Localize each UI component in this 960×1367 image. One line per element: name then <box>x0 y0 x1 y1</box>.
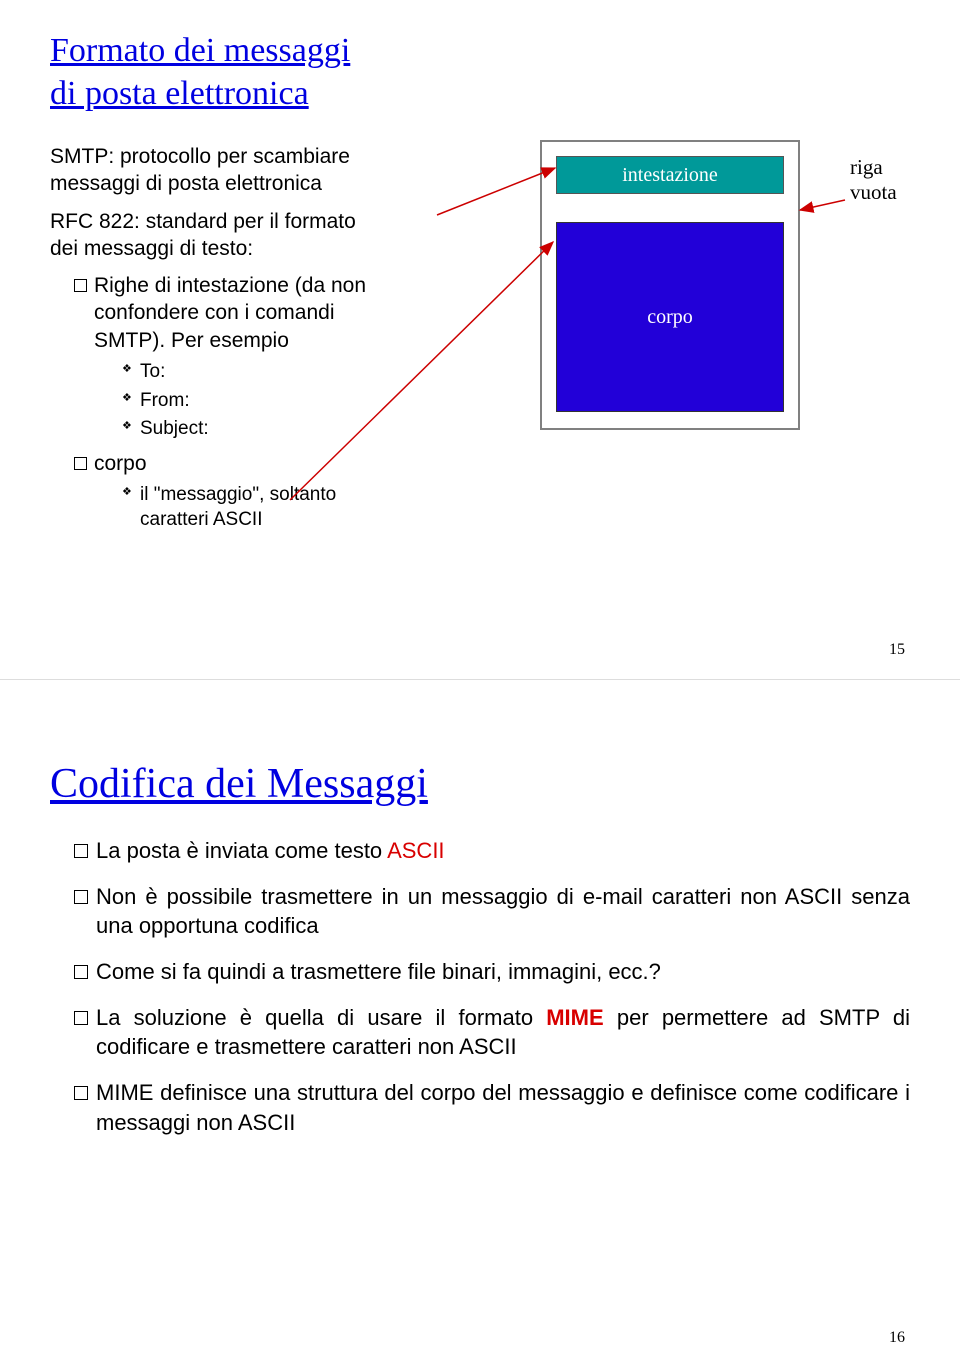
diagram-outer-box: intestazione corpo <box>540 140 800 430</box>
diagram-header-box: intestazione <box>556 156 784 194</box>
bullet-not-possible: Non è possibile trasmettere in un messag… <box>74 882 910 941</box>
bullet-question: Come si fa quindi a trasmettere file bin… <box>74 957 910 987</box>
slide-1: Formato dei messaggi di posta elettronic… <box>0 0 960 680</box>
diagram-body-box: corpo <box>556 222 784 412</box>
bullet-list-1: Righe di intestazione (da non confondere… <box>50 272 510 533</box>
paragraph-rfc822: RFC 822: standard per il formato dei mes… <box>50 208 510 263</box>
sub-messaggio: il "messaggio", soltanto caratteri ASCII <box>122 483 510 532</box>
title-line-1: Formato dei messaggi <box>50 32 350 69</box>
text: Righe di intestazione (da non <box>94 274 366 297</box>
paragraph-smtp: SMTP: protocollo per scambiare messaggi … <box>50 143 510 198</box>
slide-2: Codifica dei Messaggi La posta è inviata… <box>0 680 960 1367</box>
text: confondere con i comandi <box>94 301 335 324</box>
sub-from: From: <box>122 389 510 414</box>
text: SMTP). Per esempio <box>94 329 289 352</box>
arrow-riga-vuota <box>800 200 845 210</box>
bullet-corpo: corpo il "messaggio", soltanto caratteri… <box>74 450 510 533</box>
page-number-1: 15 <box>889 641 905 659</box>
text: RFC 822: standard per il formato <box>50 210 356 233</box>
text: il "messaggio", soltanto <box>140 484 336 505</box>
text-red: ASCII <box>387 838 444 863</box>
text: messaggi di posta elettronica <box>50 172 322 195</box>
page-number-2: 16 <box>889 1329 905 1347</box>
text: vuota <box>850 180 897 204</box>
slide-1-title: Formato dei messaggi di posta elettronic… <box>50 30 910 115</box>
slide-2-title: Codifica dei Messaggi <box>50 760 910 808</box>
text: riga <box>850 155 883 179</box>
text: La posta è inviata come testo <box>96 838 387 863</box>
bullet-ascii: La posta è inviata come testo ASCII <box>74 836 910 866</box>
text: La soluzione è quella di usare il format… <box>96 1005 546 1030</box>
message-diagram: intestazione corpo <box>540 140 800 430</box>
bullet-list-2: La posta è inviata come testo ASCII Non … <box>50 836 910 1138</box>
text: dei messaggi di testo: <box>50 237 253 260</box>
title-line-2: di posta elettronica <box>50 75 309 112</box>
sub-subject: Subject: <box>122 417 510 442</box>
slide-1-left-column: SMTP: protocollo per scambiare messaggi … <box>50 143 510 533</box>
bullet-intestazione: Righe di intestazione (da non confondere… <box>74 272 510 442</box>
text: SMTP: protocollo per scambiare <box>50 145 350 168</box>
text: caratteri ASCII <box>140 509 263 530</box>
bullet-mime-def: MIME definisce una struttura del corpo d… <box>74 1078 910 1137</box>
riga-vuota-label: riga vuota <box>850 155 897 205</box>
bullet-mime: La soluzione è quella di usare il format… <box>74 1003 910 1062</box>
text-red-bold: MIME <box>546 1005 603 1030</box>
sub-to: To: <box>122 360 510 385</box>
sub-list-headers: To: From: Subject: <box>94 360 510 442</box>
sub-list-corpo: il "messaggio", soltanto caratteri ASCII <box>94 483 510 532</box>
text: corpo <box>94 452 147 475</box>
